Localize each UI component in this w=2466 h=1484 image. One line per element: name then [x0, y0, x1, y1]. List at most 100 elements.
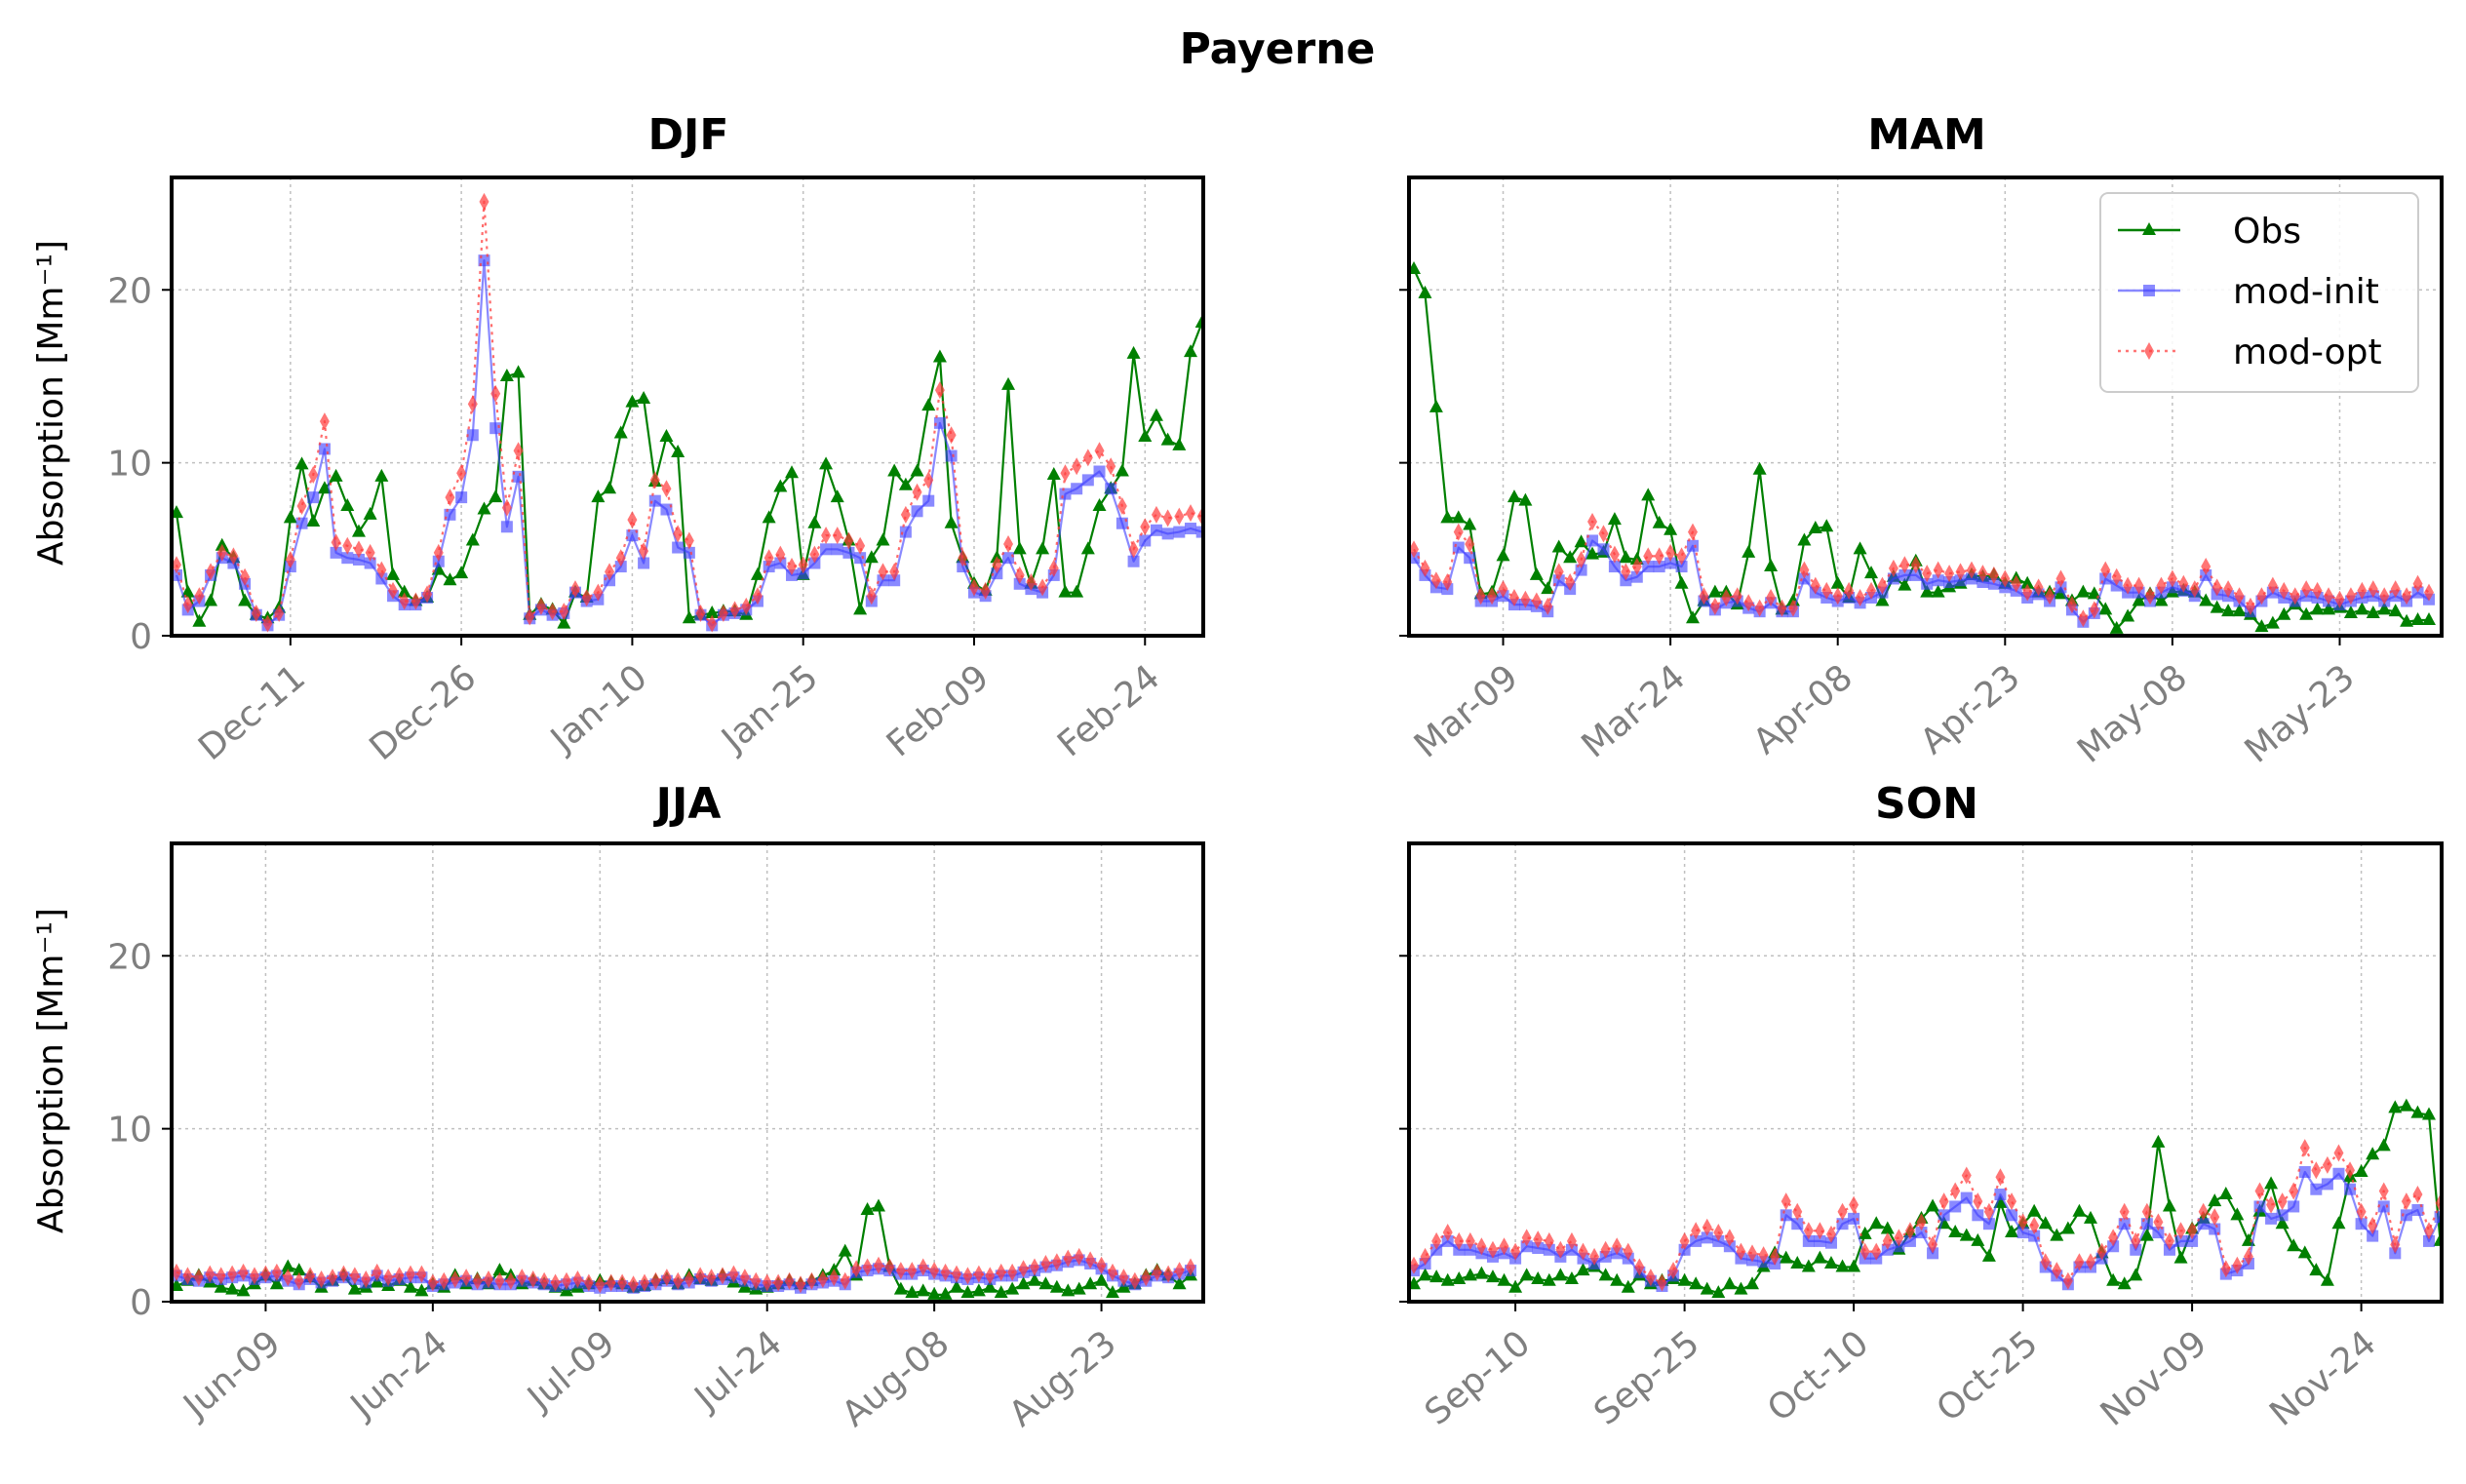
data-point	[2332, 1167, 2345, 1180]
data-point	[1014, 566, 1025, 584]
data-point	[2410, 1105, 2425, 1118]
data-point	[1722, 1276, 1737, 1290]
data-point	[960, 1285, 975, 1299]
data-point	[1631, 558, 1642, 576]
data-point	[172, 1278, 183, 1292]
x-tick-label: Oct-10	[1760, 1323, 1876, 1429]
data-point	[347, 1281, 362, 1295]
data-point	[1060, 464, 1071, 483]
legend-frame	[2099, 192, 2419, 393]
data-point	[1745, 1276, 1759, 1290]
data-point	[1529, 566, 1544, 580]
data-point	[1555, 1240, 1566, 1259]
data-point	[494, 1271, 505, 1290]
data-point	[728, 1265, 739, 1283]
data-point	[895, 1262, 906, 1280]
data-point	[2197, 1218, 2210, 1230]
data-point	[461, 1269, 472, 1287]
data-point	[194, 587, 205, 605]
data-point	[2357, 581, 2368, 600]
data-point	[1108, 1263, 1117, 1281]
data-point	[2275, 1216, 2290, 1230]
data-point	[2100, 561, 2111, 579]
data-point	[1707, 584, 1722, 598]
data-point	[640, 1273, 649, 1292]
data-point	[1508, 588, 1519, 606]
data-point	[1690, 1234, 1703, 1247]
data-point	[705, 605, 720, 618]
data-point	[1921, 577, 1934, 590]
data-point	[1747, 1244, 1757, 1263]
data-point	[1587, 512, 1598, 530]
data-point	[2232, 1256, 2243, 1274]
data-point	[1115, 463, 1129, 477]
data-point	[916, 1283, 930, 1297]
data-point	[2038, 1216, 2053, 1230]
x-tick-label: Jun-24	[342, 1323, 455, 1427]
data-point	[2390, 1235, 2401, 1254]
data-point	[1487, 1240, 1498, 1259]
data-point	[2145, 587, 2156, 605]
data-point	[1888, 559, 1898, 577]
data-point	[1129, 1271, 1140, 1290]
data-point	[2234, 587, 2245, 605]
x-tick-label: Sep-10	[1418, 1323, 1538, 1433]
data-point	[1409, 1276, 1421, 1290]
data-point	[1691, 1222, 1702, 1240]
data-point	[1608, 561, 1621, 573]
data-point	[842, 546, 855, 559]
data-point	[1082, 449, 1093, 467]
data-point	[1642, 561, 1655, 573]
data-point	[591, 489, 606, 503]
data-point	[1474, 1266, 1489, 1279]
data-point	[2123, 576, 2133, 595]
data-point	[855, 536, 866, 555]
data-point	[2366, 605, 2380, 618]
data-point	[962, 1267, 973, 1285]
data-point	[1686, 539, 1699, 552]
axes-frame	[1407, 176, 2444, 638]
data-point	[2309, 1263, 2324, 1276]
data-point	[934, 381, 945, 400]
data-point	[2078, 609, 2089, 628]
data-point	[2050, 1228, 2064, 1241]
data-point	[1003, 535, 1014, 553]
data-point	[605, 563, 615, 581]
panel-title: SON	[1875, 779, 1978, 829]
data-point	[1607, 512, 1622, 526]
panel-title: MAM	[1867, 110, 1986, 160]
y-axis-label: Absorption [Mm⁻¹]	[31, 240, 71, 566]
data-point	[1476, 1237, 1487, 1256]
data-point	[512, 470, 525, 483]
data-point	[2288, 1200, 2300, 1213]
data-point	[307, 491, 320, 504]
data-point	[547, 603, 558, 621]
data-point	[1464, 552, 1476, 565]
data-point	[581, 588, 592, 606]
data-point	[1046, 467, 1061, 481]
data-point	[1777, 599, 1787, 617]
data-point	[1510, 1242, 1521, 1261]
data-point	[2322, 1155, 2332, 1174]
data-point	[342, 536, 353, 555]
data-point	[1915, 1227, 1928, 1239]
data-point	[1429, 1269, 1444, 1283]
data-point	[750, 566, 764, 580]
data-point	[638, 557, 650, 569]
data-point	[940, 1263, 951, 1281]
data-point	[456, 464, 467, 483]
data-point	[1465, 535, 1475, 553]
data-point	[971, 1283, 986, 1297]
data-point	[2074, 1253, 2085, 1271]
data-point	[2256, 587, 2267, 605]
data-point	[1679, 1231, 1690, 1250]
y-tick-label: 0	[130, 617, 152, 657]
series-line	[1413, 520, 2430, 620]
data-point	[1973, 1192, 1983, 1211]
data-point	[1063, 1249, 1074, 1268]
panel-djf: DJF 0 10 20 Dec-11 Dec-26 Jan-10 Jan-25 Feb-09 F…	[31, 110, 1205, 768]
data-point	[240, 567, 251, 586]
legend-init-marker	[2143, 285, 2155, 296]
data-point	[2412, 574, 2423, 593]
data-point	[1409, 540, 1419, 559]
